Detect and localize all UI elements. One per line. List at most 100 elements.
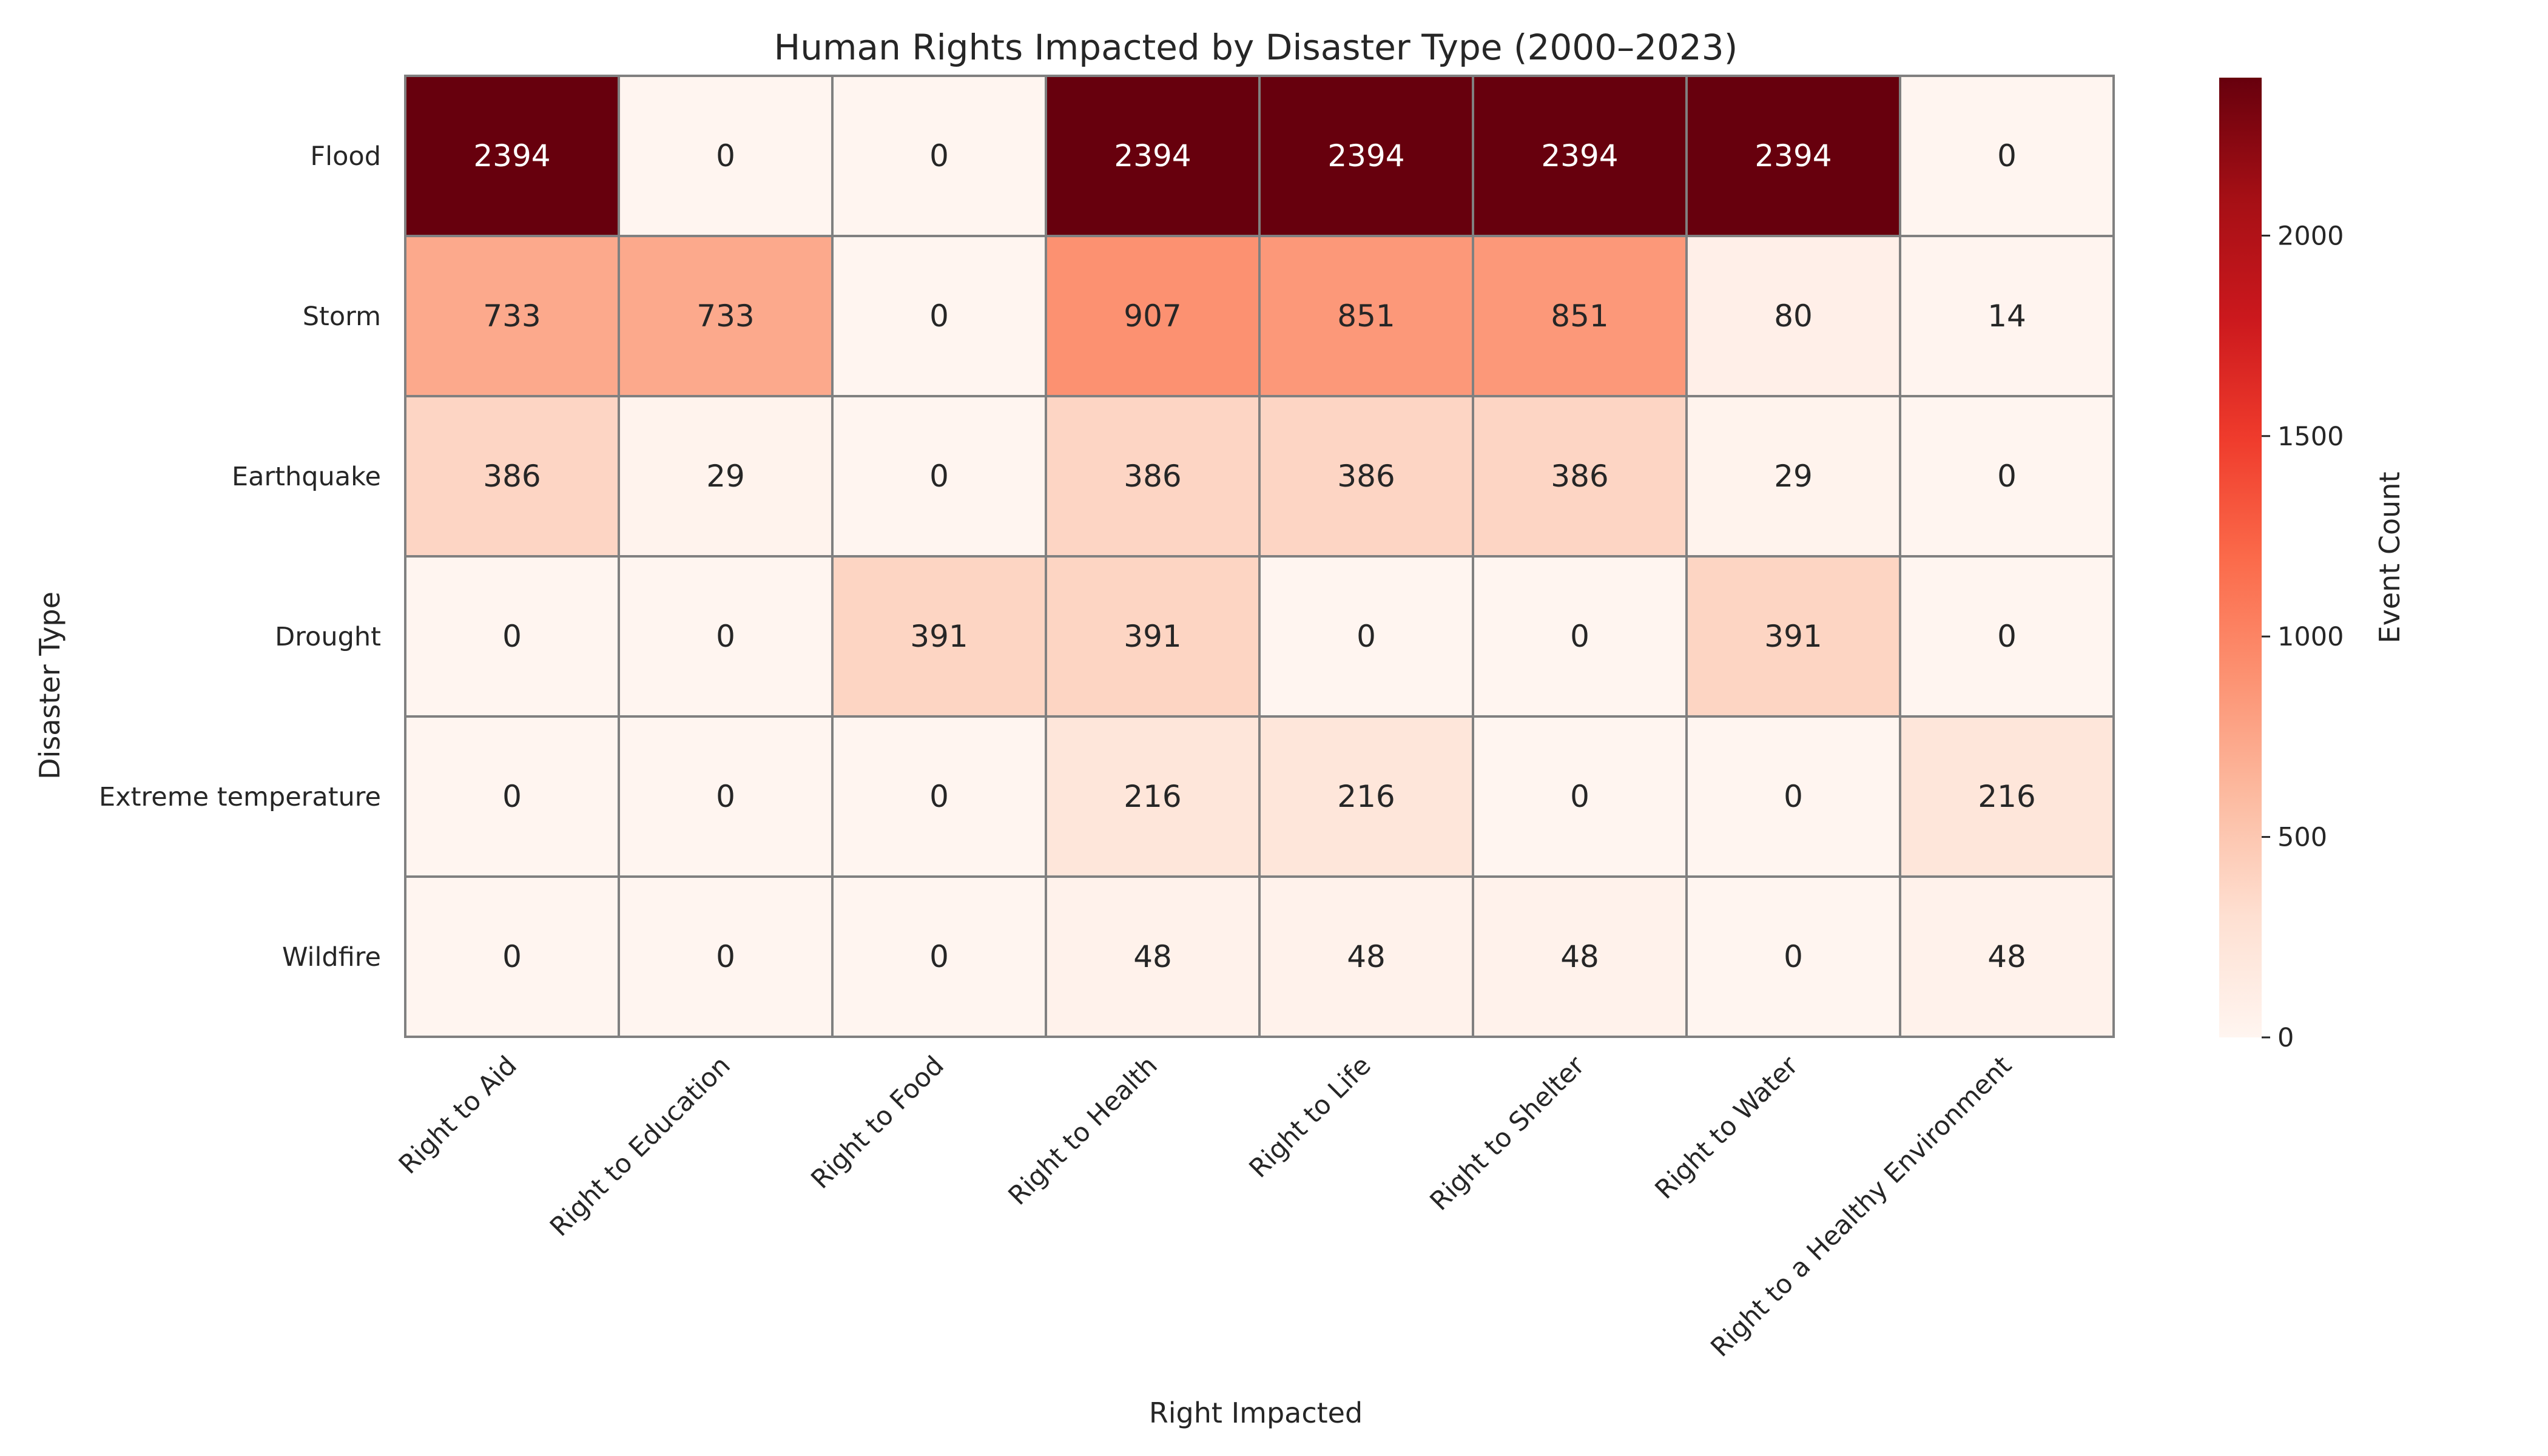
cell-value-label: 0 <box>716 939 735 974</box>
cell-value-label: 733 <box>696 298 754 334</box>
y-axis-label: Disaster Type <box>33 592 66 780</box>
cell-value-label: 386 <box>483 459 541 494</box>
y-tick-label: Extreme temperature <box>99 782 381 812</box>
cell-value-label: 0 <box>502 779 522 814</box>
heatmap-cell <box>1899 875 2115 1038</box>
heatmap-cell <box>1258 235 1474 397</box>
heatmap-cell <box>1258 555 1474 718</box>
cell-value-label: 0 <box>502 939 522 974</box>
heatmap-cell <box>1685 715 1901 878</box>
cell-value-label: 48 <box>1347 939 1386 974</box>
cell-value-label: 216 <box>1337 779 1395 814</box>
cell-value-label: 0 <box>929 459 949 494</box>
cell-value-label: 851 <box>1337 298 1395 334</box>
heatmap-cell <box>831 395 1047 558</box>
colorbar-tick-label: 1000 <box>2277 622 2344 652</box>
colorbar-tick-label: 0 <box>2277 1023 2294 1053</box>
cell-value-label: 2394 <box>1541 138 1618 174</box>
cell-value-label: 216 <box>1124 779 1181 814</box>
heatmap-cell <box>831 75 1047 237</box>
cell-value-label: 0 <box>929 779 949 814</box>
heatmap-cell <box>1899 395 2115 558</box>
heatmap-cell <box>1899 75 2115 237</box>
heatmap-cell <box>618 875 834 1038</box>
heatmap-cell <box>1685 875 1901 1038</box>
heatmap-cell <box>1258 875 1474 1038</box>
heatmap-cell <box>1258 715 1474 878</box>
cell-value-label: 0 <box>1357 619 1376 654</box>
cell-value-label: 2394 <box>473 138 550 174</box>
heatmap-cell <box>404 395 620 558</box>
cell-value-label: 391 <box>1124 619 1181 654</box>
cell-value-label: 0 <box>929 939 949 974</box>
cell-value-label: 2394 <box>1327 138 1404 174</box>
cell-value-label: 733 <box>483 298 541 334</box>
heatmap-cell <box>1899 235 2115 397</box>
x-tick-labels: Right to Aid Right to Education Right to F… <box>393 1050 2018 1363</box>
colorbar-tick-label: 500 <box>2277 823 2327 853</box>
x-axis-label: Right Impacted <box>1149 1397 1363 1429</box>
y-tick-label: Flood <box>310 141 381 172</box>
cell-value-label: 0 <box>929 138 949 174</box>
cell-value-label: 29 <box>706 459 745 494</box>
x-tick-label: Right to Aid <box>393 1050 523 1180</box>
colorbar <box>2219 78 2262 1037</box>
cell-value-label: 0 <box>1997 138 2017 174</box>
colorbar-ticks: 0 500 1000 1500 2000 <box>2262 221 2344 1053</box>
heatmap-cell <box>618 235 834 397</box>
heatmap-cell <box>1472 75 1688 237</box>
heatmap-cell <box>1045 75 1261 237</box>
y-tick-label: Drought <box>275 622 381 652</box>
cell-value-label: 0 <box>502 619 522 654</box>
cell-value-label: 0 <box>1997 619 2017 654</box>
cell-value-label: 0 <box>716 779 735 814</box>
x-tick-label: Right to Food <box>806 1050 950 1195</box>
cell-value-label: 2394 <box>1114 138 1191 174</box>
heatmap-cell <box>1685 395 1901 558</box>
cell-value-label: 0 <box>716 619 735 654</box>
heatmap-cell <box>1472 715 1688 878</box>
heatmap-cell <box>1045 715 1261 878</box>
y-tick-label: Wildfire <box>282 942 381 972</box>
heatmap-cell <box>831 875 1047 1038</box>
heatmap-cell <box>1045 235 1261 397</box>
heatmap-cell <box>1258 395 1474 558</box>
cell-value-label: 0 <box>1570 619 1589 654</box>
heatmap-cell <box>618 395 834 558</box>
y-tick-label: Storm <box>303 302 381 332</box>
heatmap-cell <box>404 75 620 237</box>
heatmap-cell <box>1899 715 2115 878</box>
heatmap-cells <box>404 75 2115 1038</box>
chart-title: Human Rights Impacted by Disaster Type (… <box>774 27 1738 68</box>
cell-value-label: 0 <box>1570 779 1589 814</box>
y-tick-label: Earthquake <box>232 462 381 492</box>
cell-value-label: 216 <box>1978 779 2035 814</box>
heatmap-cell <box>404 555 620 718</box>
heatmap-cell <box>1472 235 1688 397</box>
colorbar-tick-label: 1500 <box>2277 422 2344 452</box>
cell-value-label: 80 <box>1774 298 1813 334</box>
cell-value-label: 0 <box>1784 779 1803 814</box>
cell-value-label: 851 <box>1551 298 1608 334</box>
heatmap-cell <box>618 75 834 237</box>
y-tick-labels: Flood Storm Earthquake Drought Extreme tempe… <box>99 141 381 972</box>
x-tick-label: Right to Life <box>1244 1050 1377 1184</box>
cell-value-label: 29 <box>1774 459 1813 494</box>
cell-value-label: 0 <box>716 138 735 174</box>
heatmap-cell <box>1045 555 1261 718</box>
heatmap-cell-labels: 2394 0 0 2394 2394 2394 2394 0 733 733 0 907 851 851 8… <box>473 138 2035 974</box>
cell-value-label: 0 <box>1997 459 2017 494</box>
x-tick-label: Right to Water <box>1650 1050 1804 1205</box>
x-tick-label: Right to Education <box>544 1050 736 1242</box>
heatmap-cell <box>831 555 1047 718</box>
heatmap-cell <box>1472 395 1688 558</box>
colorbar-label: Event Count <box>2373 471 2406 643</box>
cell-value-label: 386 <box>1551 459 1608 494</box>
cell-value-label: 907 <box>1124 298 1181 334</box>
cell-value-label: 386 <box>1337 459 1395 494</box>
cell-value-label: 48 <box>1133 939 1172 974</box>
x-tick-label: Right to Health <box>1003 1050 1164 1211</box>
x-tick-label: Right to Shelter <box>1424 1050 1591 1216</box>
cell-value-label: 2394 <box>1754 138 1832 174</box>
